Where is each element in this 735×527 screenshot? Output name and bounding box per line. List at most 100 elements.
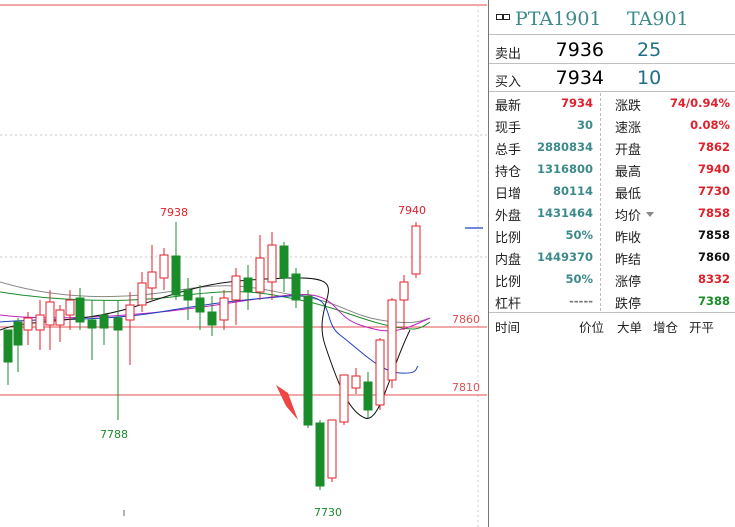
candle-body: [243, 277, 253, 293]
quote-label: 最新: [495, 99, 522, 114]
ask-row[interactable]: 卖出 7936 25: [489, 36, 735, 64]
ask-volume: 25: [637, 39, 662, 61]
candle-body: [315, 422, 325, 487]
contract-code: TA901: [627, 8, 689, 30]
candle-body: [125, 304, 135, 321]
candle-body: [327, 419, 337, 479]
ask-price: 7936: [555, 39, 604, 61]
quote-value: 0.08%: [690, 118, 730, 132]
quote-label: 最高: [615, 165, 642, 180]
low-label: 7788: [100, 428, 128, 441]
col-lot: 大单: [617, 320, 643, 335]
divider: [489, 34, 735, 35]
level-label-7860: 7860: [452, 313, 480, 326]
divider: [489, 312, 735, 313]
quote-label: 现手: [495, 121, 522, 136]
bid-row[interactable]: 买入 7934 10: [489, 64, 735, 92]
high-label: 7938: [160, 206, 188, 219]
bid-label: 买入: [495, 75, 522, 90]
quote-row: 持仓 1316800 最高 7940: [489, 159, 735, 181]
candle-body: [231, 275, 241, 301]
column-separator: [600, 93, 601, 311]
quote-label: 速涨: [615, 121, 642, 136]
quote-label: 开盘: [615, 143, 642, 158]
candlestick-chart[interactable]: 7860 7810 7938 7788 7940 7730: [0, 0, 487, 527]
quote-value: 7860: [697, 250, 730, 264]
quote-value: 7940: [697, 162, 730, 176]
quote-value: 7730: [697, 184, 730, 198]
trade-columns-header: 时间 价位 大单 增仓 开平: [489, 314, 735, 336]
quote-value: 7862: [697, 140, 730, 154]
quote-label: 昨结: [615, 253, 642, 268]
quote-header: PTA1901 TA901: [489, 4, 735, 34]
quote-row: 比例 50% 昨收 7858: [489, 225, 735, 247]
divider: [489, 63, 735, 64]
chart-background: [0, 0, 487, 527]
candle-body: [255, 257, 265, 293]
candle-body: [207, 311, 217, 326]
candle-body: [45, 301, 55, 326]
candle-body: [363, 381, 373, 411]
bid-volume: 10: [637, 67, 662, 89]
quote-row: 日增 80114 最低 7730: [489, 181, 735, 203]
quote-value: 80114: [552, 184, 593, 198]
quote-label: 最低: [615, 187, 642, 202]
candle-body: [399, 281, 409, 301]
candle-body: [99, 314, 109, 329]
quote-label: 昨收: [615, 231, 642, 246]
col-open-flat: 开平: [689, 320, 715, 335]
candle-body: [291, 273, 301, 301]
candles-group: [3, 222, 421, 490]
chart-canvas: 7860 7810 7938 7788 7940 7730: [0, 0, 487, 527]
dropdown-triangle-icon[interactable]: [646, 212, 654, 217]
quote-label: 持仓: [495, 165, 522, 180]
candle-body: [3, 329, 13, 363]
quote-value: 30: [576, 118, 593, 132]
candle-body: [87, 319, 97, 329]
quote-label: 涨停: [615, 275, 642, 290]
candle-body: [159, 254, 169, 279]
candle-body: [65, 299, 75, 316]
bid-price: 7934: [555, 67, 604, 89]
quote-row: 内盘 1449370 昨结 7860: [489, 247, 735, 269]
quote-label: 比例: [495, 231, 522, 246]
candle-body: [13, 321, 23, 346]
ma-line-black: [0, 277, 411, 419]
col-time: 时间: [495, 320, 521, 335]
quote-label: 跌停: [615, 297, 642, 312]
quote-value: 1449370: [536, 250, 593, 264]
candle-body: [303, 295, 313, 426]
quote-row: 比例 50% 涨停 8332: [489, 269, 735, 291]
candle-body: [55, 309, 65, 326]
ma-line-gray: [0, 281, 431, 324]
quote-row: 外盘 1431464 均价 7858: [489, 203, 735, 225]
level-label-7810: 7810: [452, 381, 480, 394]
quote-label: 涨跌: [615, 99, 642, 114]
quote-value: 7388: [697, 294, 730, 308]
quote-value: 74/0.94%: [669, 96, 730, 110]
quote-label: 日增: [495, 187, 522, 202]
quote-value: 50%: [565, 228, 593, 242]
quote-label: 比例: [495, 275, 522, 290]
candle-body: [147, 271, 157, 289]
candle-body: [23, 317, 33, 331]
quote-value: 1431464: [536, 206, 593, 220]
candle-body: [171, 255, 181, 296]
candle-body: [183, 289, 193, 301]
quote-row: 最新 7934 涨跌 74/0.94%: [489, 93, 735, 115]
quote-row: 总手 2880834 开盘 7862: [489, 137, 735, 159]
quote-value: 2880834: [536, 140, 593, 154]
quote-label: 均价: [615, 209, 642, 224]
quote-value: 7934: [560, 96, 593, 110]
col-oi-change: 增仓: [653, 320, 679, 335]
quote-panel: PTA1901 TA901 卖出 7936 25 买入 7934 10 最新 79…: [488, 0, 735, 527]
right-high-label: 7940: [398, 204, 426, 217]
candle-body: [375, 339, 385, 406]
candle-body: [267, 244, 277, 283]
quote-label: 杠杆: [495, 297, 522, 312]
quote-label: 内盘: [495, 253, 522, 268]
quote-label: 总手: [495, 143, 522, 158]
link-icon[interactable]: [496, 12, 510, 22]
candle-body: [195, 297, 205, 313]
candle-body: [113, 317, 123, 331]
